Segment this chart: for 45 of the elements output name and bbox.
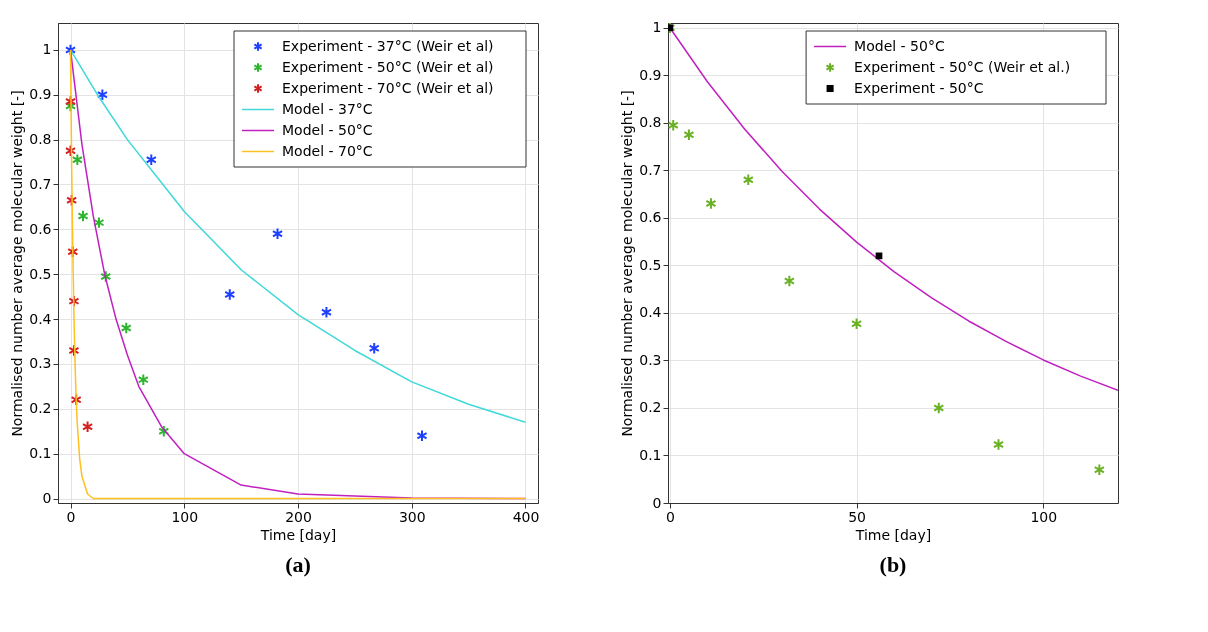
y-tick-label: 1: [42, 41, 52, 58]
y-tick-label: 0.6: [29, 220, 52, 237]
legend-label: Experiment - 50°C: [854, 79, 984, 96]
x-tick-label: 200: [285, 508, 312, 525]
y-tick-label: 0.9: [639, 66, 662, 83]
y-axis-title: Normalised number average molecular weight [-]: [619, 90, 636, 437]
y-tick-label: 0.3: [29, 355, 52, 372]
y-tick-label: 0.7: [639, 161, 662, 178]
y-tick-label: 0.4: [29, 310, 52, 327]
x-tick-label: 100: [171, 508, 199, 525]
x-tick-label: 100: [1030, 508, 1058, 525]
y-tick-label: 0.6: [639, 209, 662, 226]
y-tick-label: 0.5: [29, 265, 52, 282]
text: (b): [879, 552, 907, 577]
x-tick-label: 400: [512, 508, 540, 525]
y-tick-label: 0.8: [639, 114, 662, 131]
y-tick-label: 0.7: [29, 176, 52, 192]
y-axis-title: Normalised number average molecular weight [-]: [9, 90, 26, 437]
legend-label: Experiment - 50°C (Weir et al): [282, 58, 494, 75]
legend-label: Experiment - 70°C (Weir et al): [282, 79, 494, 96]
x-axis-title: Time [day]: [259, 526, 337, 543]
y-tick-label: 0.3: [639, 351, 662, 368]
y-tick-label: 0.1: [639, 446, 662, 463]
y-tick-label: 0.5: [639, 256, 662, 273]
y-tick-label: 0.4: [639, 304, 662, 321]
x-tick-label: 300: [398, 508, 426, 525]
legend-label: Experiment - 37°C (Weir et al): [282, 37, 494, 54]
legend-label: Model - 70°C: [282, 142, 373, 159]
legend-label: Model - 50°C: [854, 37, 945, 54]
x-tick-label: 0: [66, 508, 76, 525]
y-tick-label: 0.2: [29, 400, 52, 417]
y-tick-label: 0: [652, 494, 662, 511]
y-tick-label: 0: [42, 490, 52, 507]
y-tick-label: 0.2: [639, 399, 662, 416]
y-tick-label: 0.9: [29, 86, 52, 103]
legend-label: Model - 37°C: [282, 100, 373, 117]
x-tick-label: 0: [665, 508, 675, 525]
text: (a): [285, 552, 311, 577]
y-tick-label: 1: [652, 19, 662, 36]
x-tick-label: 50: [848, 508, 866, 525]
x-axis-title: Time [day]: [854, 526, 932, 543]
y-tick-label: 0.1: [29, 445, 52, 462]
y-tick-label: 0.8: [29, 131, 52, 148]
legend-label: Experiment - 50°C (Weir et al.): [854, 58, 1071, 75]
legend-label: Model - 50°C: [282, 121, 373, 138]
